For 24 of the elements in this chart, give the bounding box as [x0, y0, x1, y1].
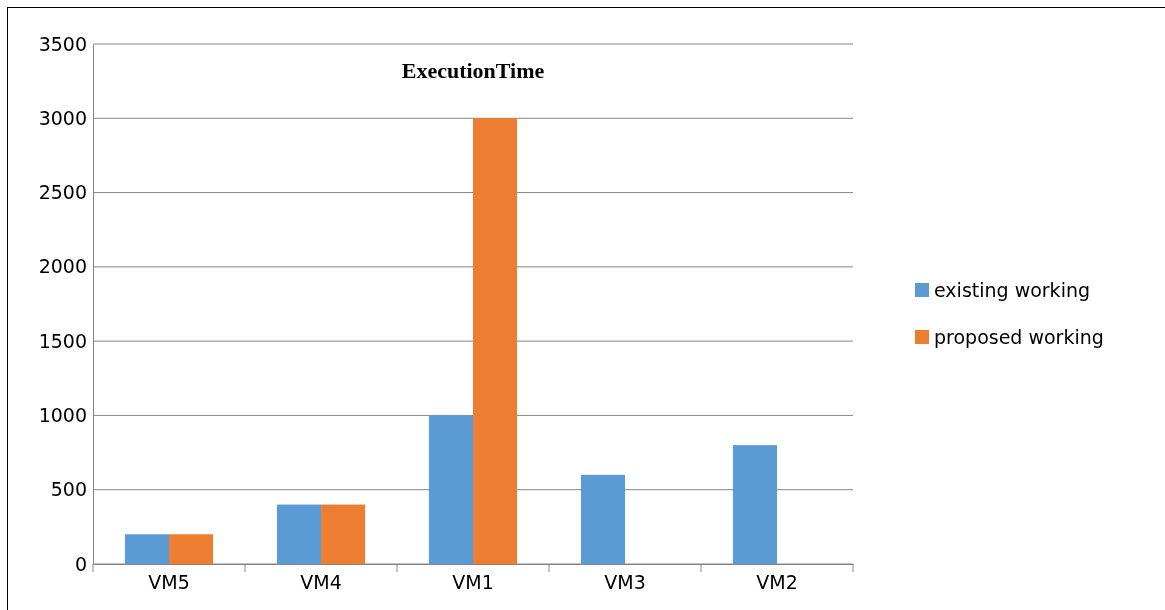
y-tick-label: 500 — [50, 478, 87, 501]
bar — [124, 534, 169, 564]
bar — [580, 474, 625, 564]
y-tick-label: 3000 — [38, 106, 87, 129]
bar — [169, 534, 214, 564]
bar — [428, 415, 473, 564]
y-tick-label: 2000 — [38, 255, 87, 278]
x-tick-label: VM5 — [148, 571, 190, 594]
x-tick-label: VM4 — [300, 571, 342, 594]
y-tick-label: 3500 — [38, 32, 87, 55]
y-tick-label: 0 — [74, 552, 87, 575]
y-tick-label: 2500 — [38, 181, 87, 204]
y-tick-label: 1500 — [38, 329, 87, 352]
legend-label: proposed working — [934, 326, 1104, 348]
y-tick-label: 1000 — [38, 404, 87, 427]
bar — [473, 118, 518, 564]
text: ExecutionTime — [401, 58, 545, 83]
x-tick-label: VM1 — [452, 571, 494, 594]
x-tick-label: VM3 — [604, 571, 646, 594]
bar — [276, 504, 321, 564]
bar — [321, 504, 366, 564]
x-tick-label: VM2 — [756, 571, 798, 594]
legend-label: existing working — [934, 279, 1091, 301]
bar — [732, 445, 777, 564]
